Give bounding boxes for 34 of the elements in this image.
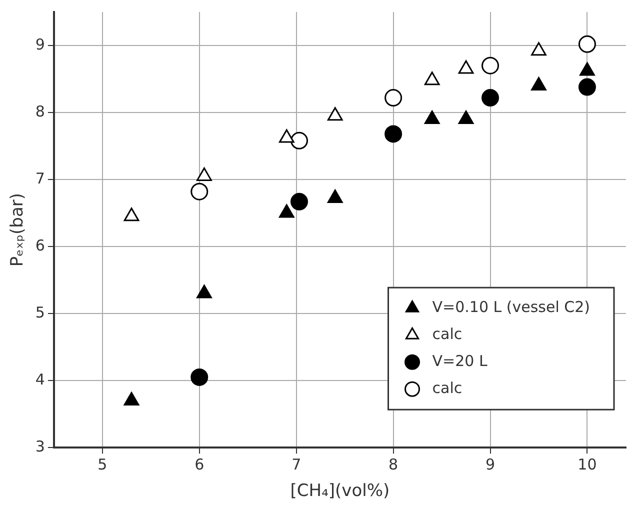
legend-label: V=20 L (432, 352, 488, 370)
point (278, 204, 294, 218)
point (424, 72, 440, 86)
point (124, 392, 140, 406)
legend-label: calc (432, 378, 462, 397)
point (424, 110, 440, 124)
point (278, 129, 294, 143)
point (458, 110, 474, 124)
point (327, 190, 343, 204)
y-tick-label: 9 (35, 35, 45, 54)
x-tick-label: 10 (578, 455, 597, 474)
point (196, 167, 212, 181)
x-tick-label: 6 (194, 455, 204, 474)
x-axis-title: [CH₄](vol%) (290, 481, 390, 502)
point (458, 60, 474, 74)
y-tick-label: 5 (35, 303, 45, 322)
point (124, 208, 140, 222)
legend-label: V=0.10 L (vessel C2) (432, 298, 590, 316)
point (327, 107, 343, 121)
point (531, 76, 546, 90)
point (196, 284, 212, 298)
x-tick-label: 5 (98, 455, 108, 474)
point (580, 62, 595, 76)
x-tick-label: 8 (388, 455, 398, 474)
y-tick-label: 8 (35, 102, 45, 120)
y-tick-label: 4 (35, 370, 45, 388)
point (531, 42, 546, 56)
x-tick-label: 7 (292, 455, 302, 474)
x-tick-label: 9 (485, 455, 496, 474)
legend-label: calc (432, 324, 462, 343)
y-tick-label: 7 (35, 169, 45, 188)
y-axis-title: Pₑₓₚ(bar) (8, 192, 28, 267)
y-tick-label: 6 (35, 236, 45, 254)
y-tick-label: 3 (35, 437, 45, 456)
